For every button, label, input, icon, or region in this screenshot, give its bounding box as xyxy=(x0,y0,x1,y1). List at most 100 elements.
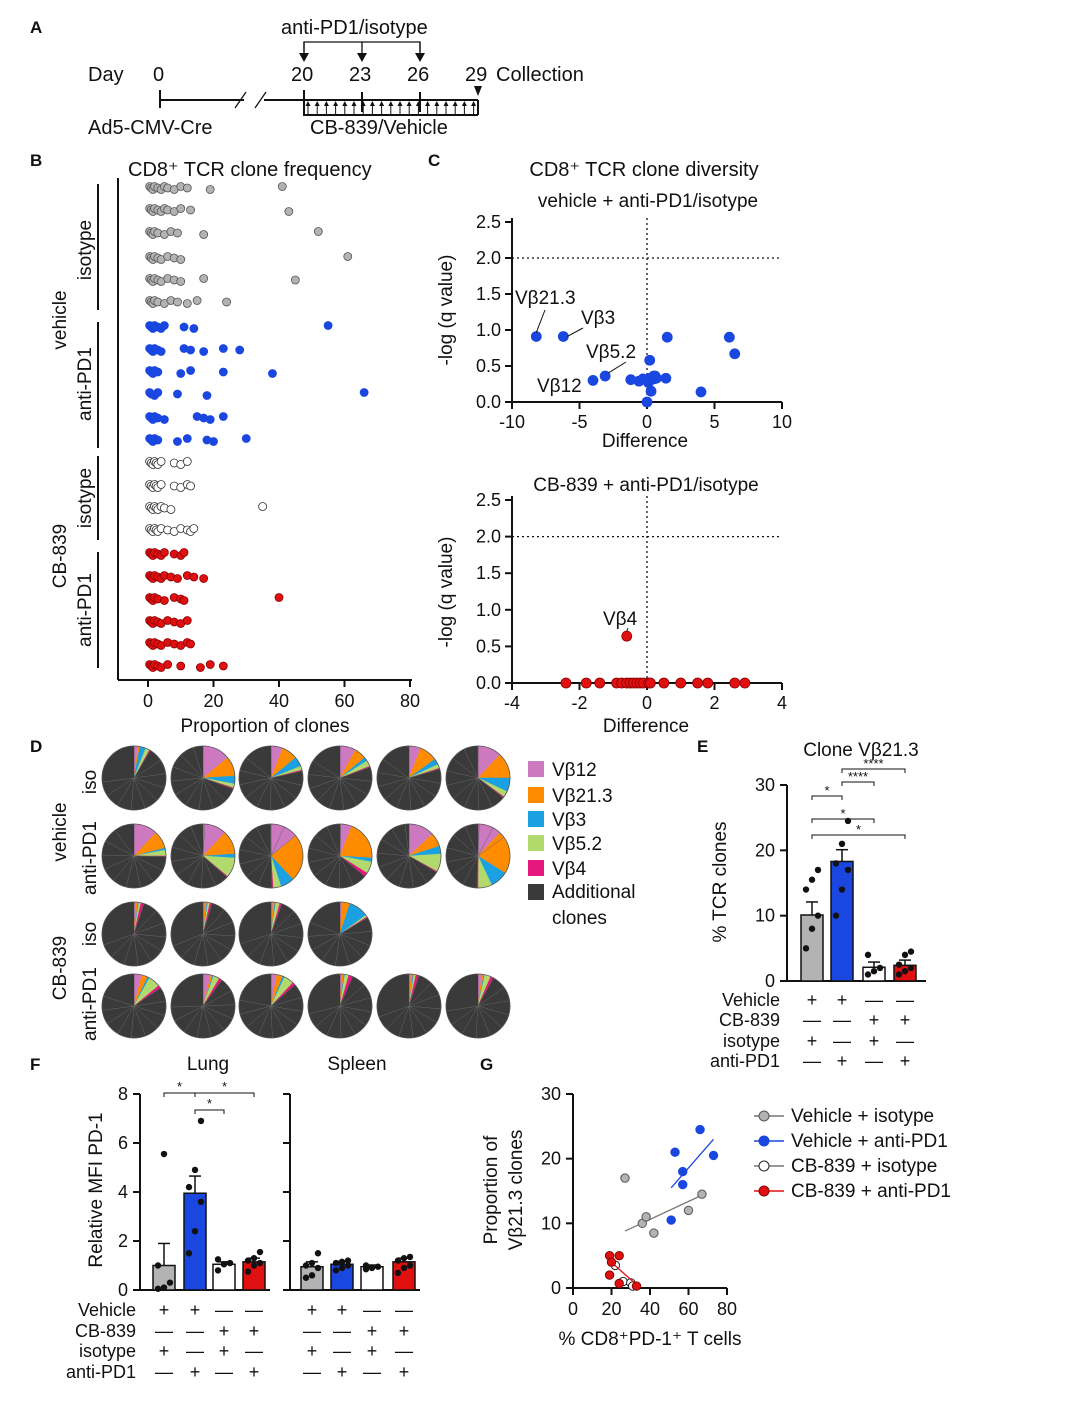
significance-label: * xyxy=(824,783,829,798)
clone-point xyxy=(190,525,198,533)
clone-point xyxy=(242,435,250,443)
panel-c-letter: C xyxy=(428,151,440,170)
correlation-point xyxy=(709,1151,717,1159)
x-tick-label: -10 xyxy=(499,412,525,432)
panel-c1-y-label: -log (q value) xyxy=(436,255,457,366)
factor-sign-lung: — xyxy=(245,1341,263,1361)
replicate-point xyxy=(407,1262,413,1268)
factor-sign-spleen: + xyxy=(307,1341,318,1361)
legend-marker xyxy=(759,1136,769,1146)
panel-c2-y-label: -log (q value) xyxy=(436,537,457,648)
x-tick-label: 10 xyxy=(772,412,792,432)
significance-label: * xyxy=(840,806,845,821)
clone-point xyxy=(219,413,227,421)
panel-f-y-label: Relative MFI PD-1 xyxy=(86,1112,107,1267)
replicate-point xyxy=(871,968,877,974)
y-tick-label: 0.5 xyxy=(476,356,501,376)
factor-sign: — xyxy=(865,1051,883,1071)
panel-g-letter: G xyxy=(480,1055,493,1074)
clone-point xyxy=(173,229,181,237)
y-tick-label: 2.5 xyxy=(476,490,501,510)
leader-vb3 xyxy=(567,328,583,336)
y-tick-label: 2.0 xyxy=(476,248,501,268)
dose-tick-head xyxy=(388,101,393,106)
clone-point xyxy=(219,662,227,670)
factor-sign-lung: — xyxy=(186,1321,204,1341)
legend-label: CB-839 + isotype xyxy=(791,1156,937,1177)
clone-point xyxy=(219,345,227,353)
panel-b-points xyxy=(146,183,369,672)
volcano-point xyxy=(696,387,706,397)
replicate-point xyxy=(303,1275,309,1281)
replicate-point xyxy=(803,945,809,951)
dose-tick-head xyxy=(434,101,439,106)
volcano-point xyxy=(730,349,740,359)
collection-label: Collection xyxy=(496,64,584,86)
clone-point xyxy=(187,640,195,648)
legend-additional: Additional xyxy=(552,882,635,903)
factor-sign: — xyxy=(896,990,914,1010)
replicate-point xyxy=(902,968,908,974)
day-0: 0 xyxy=(153,64,164,86)
pie-slice xyxy=(239,824,272,888)
correlation-point xyxy=(621,1174,629,1182)
replicate-point xyxy=(245,1257,251,1263)
y-tick-label: 20 xyxy=(541,1149,561,1169)
factor-label: isotype xyxy=(723,1031,780,1051)
replicate-point xyxy=(908,965,914,971)
panel-f-lung-title: Lung xyxy=(187,1054,229,1075)
y-tick-label: 0 xyxy=(765,971,775,991)
dose-tick-head xyxy=(398,101,403,106)
drug-label: CB-839/Vehicle xyxy=(310,117,448,139)
replicate-point xyxy=(315,1265,321,1271)
panel-g-x-label: % CD8⁺PD-1⁺ T cells xyxy=(558,1329,741,1350)
clone-point xyxy=(173,575,181,583)
factor-sign-lung: — xyxy=(245,1300,263,1320)
panel-b-letter: B xyxy=(30,151,42,170)
factor-label: isotype xyxy=(79,1341,136,1361)
volcano-point xyxy=(693,678,703,688)
annot-vb4: Vβ4 xyxy=(603,609,638,630)
correlation-point xyxy=(696,1125,704,1133)
factor-label: CB-839 xyxy=(75,1321,136,1341)
x-tick-label: -5 xyxy=(571,412,587,432)
replicate-point xyxy=(815,912,821,918)
replicate-point xyxy=(839,841,845,847)
bar xyxy=(184,1193,206,1290)
legend-clones: clones xyxy=(552,908,607,929)
x-tick-label: 4 xyxy=(777,693,787,713)
y-tick-label: 30 xyxy=(541,1084,561,1104)
y-tick-label: 20 xyxy=(755,840,775,860)
d-label-antipd1-1: anti-PD1 xyxy=(80,821,101,895)
significance-label: * xyxy=(222,1079,227,1094)
replicate-point xyxy=(315,1250,321,1256)
clone-point xyxy=(183,300,191,308)
replicate-point xyxy=(339,1265,345,1271)
clone-point xyxy=(193,297,201,305)
panel-f-chart: 02468***Vehicle++++————CB-839————++++iso… xyxy=(66,1079,420,1382)
bar xyxy=(831,861,853,981)
volcano-point xyxy=(703,678,713,688)
correlation-point xyxy=(684,1206,692,1214)
factor-sign-lung: — xyxy=(215,1300,233,1320)
d-label-iso-2: iso xyxy=(80,922,101,946)
y-tick-label: 1.0 xyxy=(476,320,501,340)
dose-tick-head xyxy=(324,101,329,106)
y-tick-label: 8 xyxy=(118,1084,128,1104)
factor-sign-lung: — xyxy=(155,1321,173,1341)
replicate-point xyxy=(395,1270,401,1276)
replicate-point xyxy=(309,1272,315,1278)
factor-label: Vehicle xyxy=(78,1300,136,1320)
factor-sign: + xyxy=(869,1031,880,1051)
y-tick-label: 30 xyxy=(755,775,775,795)
volcano-point xyxy=(645,678,655,688)
dose-tick-head xyxy=(444,101,449,106)
factor-sign-spleen: + xyxy=(399,1362,410,1382)
replicate-point xyxy=(902,952,908,958)
legend-swatch-vb12 xyxy=(528,761,544,777)
legend-marker xyxy=(759,1111,769,1121)
volcano-point xyxy=(645,355,655,365)
clone-point xyxy=(236,346,244,354)
y-tick-label: 0.5 xyxy=(476,636,501,656)
